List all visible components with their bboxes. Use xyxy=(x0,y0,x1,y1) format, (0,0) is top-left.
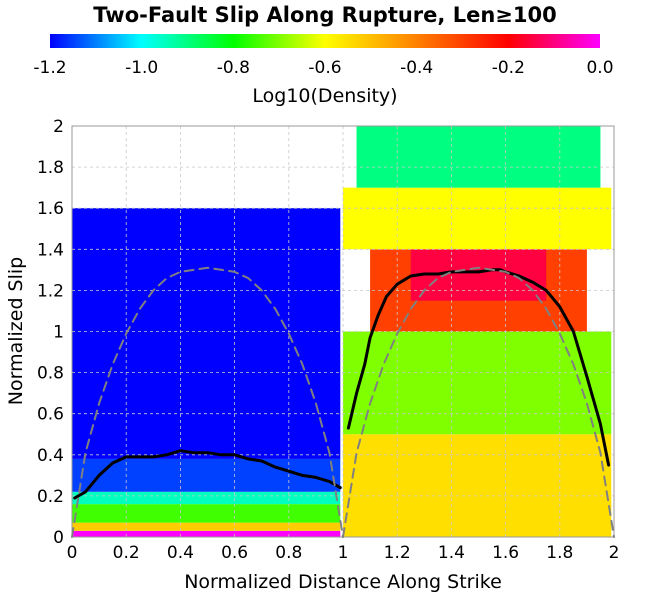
y-tick-label: 1.6 xyxy=(37,199,64,219)
x-tick-label: 0.4 xyxy=(167,543,194,563)
colorbar-tick-label: -0.6 xyxy=(308,58,341,78)
x-tick-label: 1.2 xyxy=(384,543,411,563)
y-tick-label: 2 xyxy=(53,117,64,137)
heatmap-cell xyxy=(356,126,601,188)
colorbar-tick-label: -1.2 xyxy=(33,58,66,78)
x-axis-label: Normalized Distance Along Strike xyxy=(184,571,502,593)
series-solid-line xyxy=(346,268,611,467)
x-tick-label: 1.8 xyxy=(546,543,573,563)
x-tick-label: 0.2 xyxy=(113,543,140,563)
heatmap-cell xyxy=(343,434,612,537)
colorbar-tick-label: 0.0 xyxy=(586,58,613,78)
y-tick-label: 1.4 xyxy=(37,240,64,260)
chart-title: Two-Fault Slip Along Rupture, Len≥100 xyxy=(93,3,556,27)
y-axis-label: Normalized Slip xyxy=(5,257,27,405)
colorbar: -1.2 -1.0 -0.8 -0.6 -0.4 -0.2 0.0 Log10(Densit… xyxy=(33,34,614,107)
heatmap-cell xyxy=(72,522,341,531)
heatmap-cells xyxy=(72,126,612,537)
y-tick-label: 0 xyxy=(53,528,64,548)
colorbar-gradient xyxy=(50,34,600,48)
colorbar-tick-label: -1.0 xyxy=(125,58,158,78)
heatmap-cell xyxy=(343,331,612,435)
plot-area: 0 0.2 0.4 0.6 0.8 1 1.2 1.4 1.6 1.8 2 0 0.2 0.4 0.6 0.… xyxy=(37,117,619,563)
x-tick-label: 0.8 xyxy=(275,543,302,563)
y-tick-label: 0.6 xyxy=(37,405,64,425)
series-solid-line xyxy=(73,449,342,500)
series-lines xyxy=(71,266,615,538)
series-dashed-line xyxy=(342,266,615,538)
heatmap-cell xyxy=(72,530,341,537)
y-tick-label: 0.2 xyxy=(37,487,64,507)
x-tick-label: 2 xyxy=(609,543,620,563)
y-tick-label: 1.8 xyxy=(37,158,64,178)
colorbar-label: Log10(Density) xyxy=(252,85,397,107)
colorbar-tick-label: -0.2 xyxy=(492,58,525,78)
x-tick-label: 1.6 xyxy=(492,543,519,563)
series-dashed-line xyxy=(71,266,344,538)
x-tick-label: 0 xyxy=(67,543,78,563)
colorbar-tick-label: -0.4 xyxy=(400,58,433,78)
y-tick-label: 1 xyxy=(53,323,64,343)
y-tick-label: 0.8 xyxy=(37,364,64,384)
y-axis-ticks: 0 0.2 0.4 0.6 0.8 1 1.2 1.4 1.6 1.8 2 xyxy=(37,117,64,548)
y-tick-label: 1.2 xyxy=(37,281,64,301)
heatmap-cell xyxy=(72,491,341,505)
x-tick-label: 0.6 xyxy=(221,543,248,563)
x-tick-label: 1 xyxy=(338,543,349,563)
x-axis-ticks: 0 0.2 0.4 0.6 0.8 1 1.2 1.4 1.6 1.8 2 xyxy=(67,543,620,563)
heatmap-cell xyxy=(72,208,341,459)
heatmap-cell xyxy=(72,504,341,523)
y-tick-label: 0.4 xyxy=(37,446,64,466)
colorbar-tick-label: -0.8 xyxy=(217,58,250,78)
heatmap-cell xyxy=(72,458,341,492)
x-tick-label: 1.4 xyxy=(438,543,465,563)
heatmap-cell xyxy=(343,187,612,250)
